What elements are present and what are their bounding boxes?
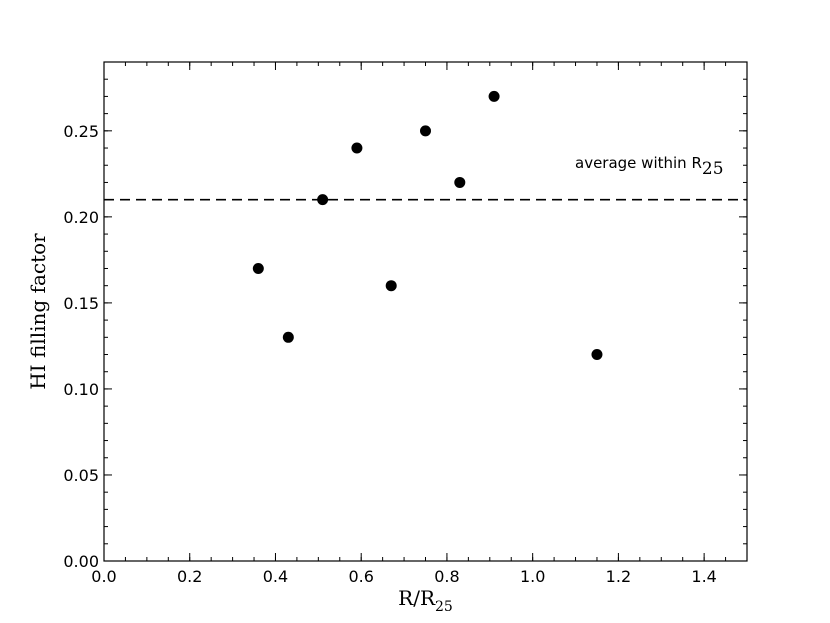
data-point (420, 125, 431, 137)
x-tick-label: 0.4 (263, 567, 288, 586)
data-point (317, 194, 329, 206)
x-tick-label: 1.4 (691, 567, 716, 586)
major-ticks (103, 62, 747, 562)
x-tick-label: 0.6 (348, 567, 373, 586)
x-tick-labels: 0.0 0.2 0.4 0.6 0.8 1.0 1.2 1.4 (91, 567, 717, 586)
data-points (252, 90, 603, 361)
data-point (252, 262, 264, 274)
y-tick-label: 0.20 (63, 208, 99, 227)
data-point (282, 331, 294, 343)
y-tick-label: 0.00 (63, 552, 99, 571)
x-tick-label: 0.2 (177, 567, 202, 586)
y-tick-labels: 0.00 0.05 0.10 0.15 0.20 0.25 (63, 122, 99, 571)
annotation-text: average within R (575, 154, 702, 172)
minor-ticks (103, 61, 748, 562)
x-tick-label: 0.0 (91, 567, 116, 586)
y-axis-label: HI filling factor (26, 233, 50, 390)
plot-frame (103, 61, 748, 562)
x-axis-label: R/R25 (398, 586, 453, 615)
x-axis-label-main: R/R (398, 586, 436, 610)
data-point (488, 90, 500, 102)
y-tick-label: 0.15 (63, 294, 99, 313)
x-tick-label: 0.8 (434, 567, 459, 586)
annotation-subscript: 25 (702, 159, 724, 179)
y-tick-label: 0.10 (63, 380, 99, 399)
x-axis-label-subscript: 25 (435, 599, 453, 615)
x-tick-label: 1.2 (606, 567, 631, 586)
data-point (351, 142, 363, 154)
y-tick-label: 0.25 (63, 122, 99, 141)
y-tick-label: 0.05 (63, 466, 99, 485)
average-annotation: average within R25 (575, 154, 724, 179)
data-point (591, 349, 603, 361)
data-point (385, 280, 397, 292)
data-point (454, 176, 466, 188)
x-tick-label: 1.0 (520, 567, 545, 586)
